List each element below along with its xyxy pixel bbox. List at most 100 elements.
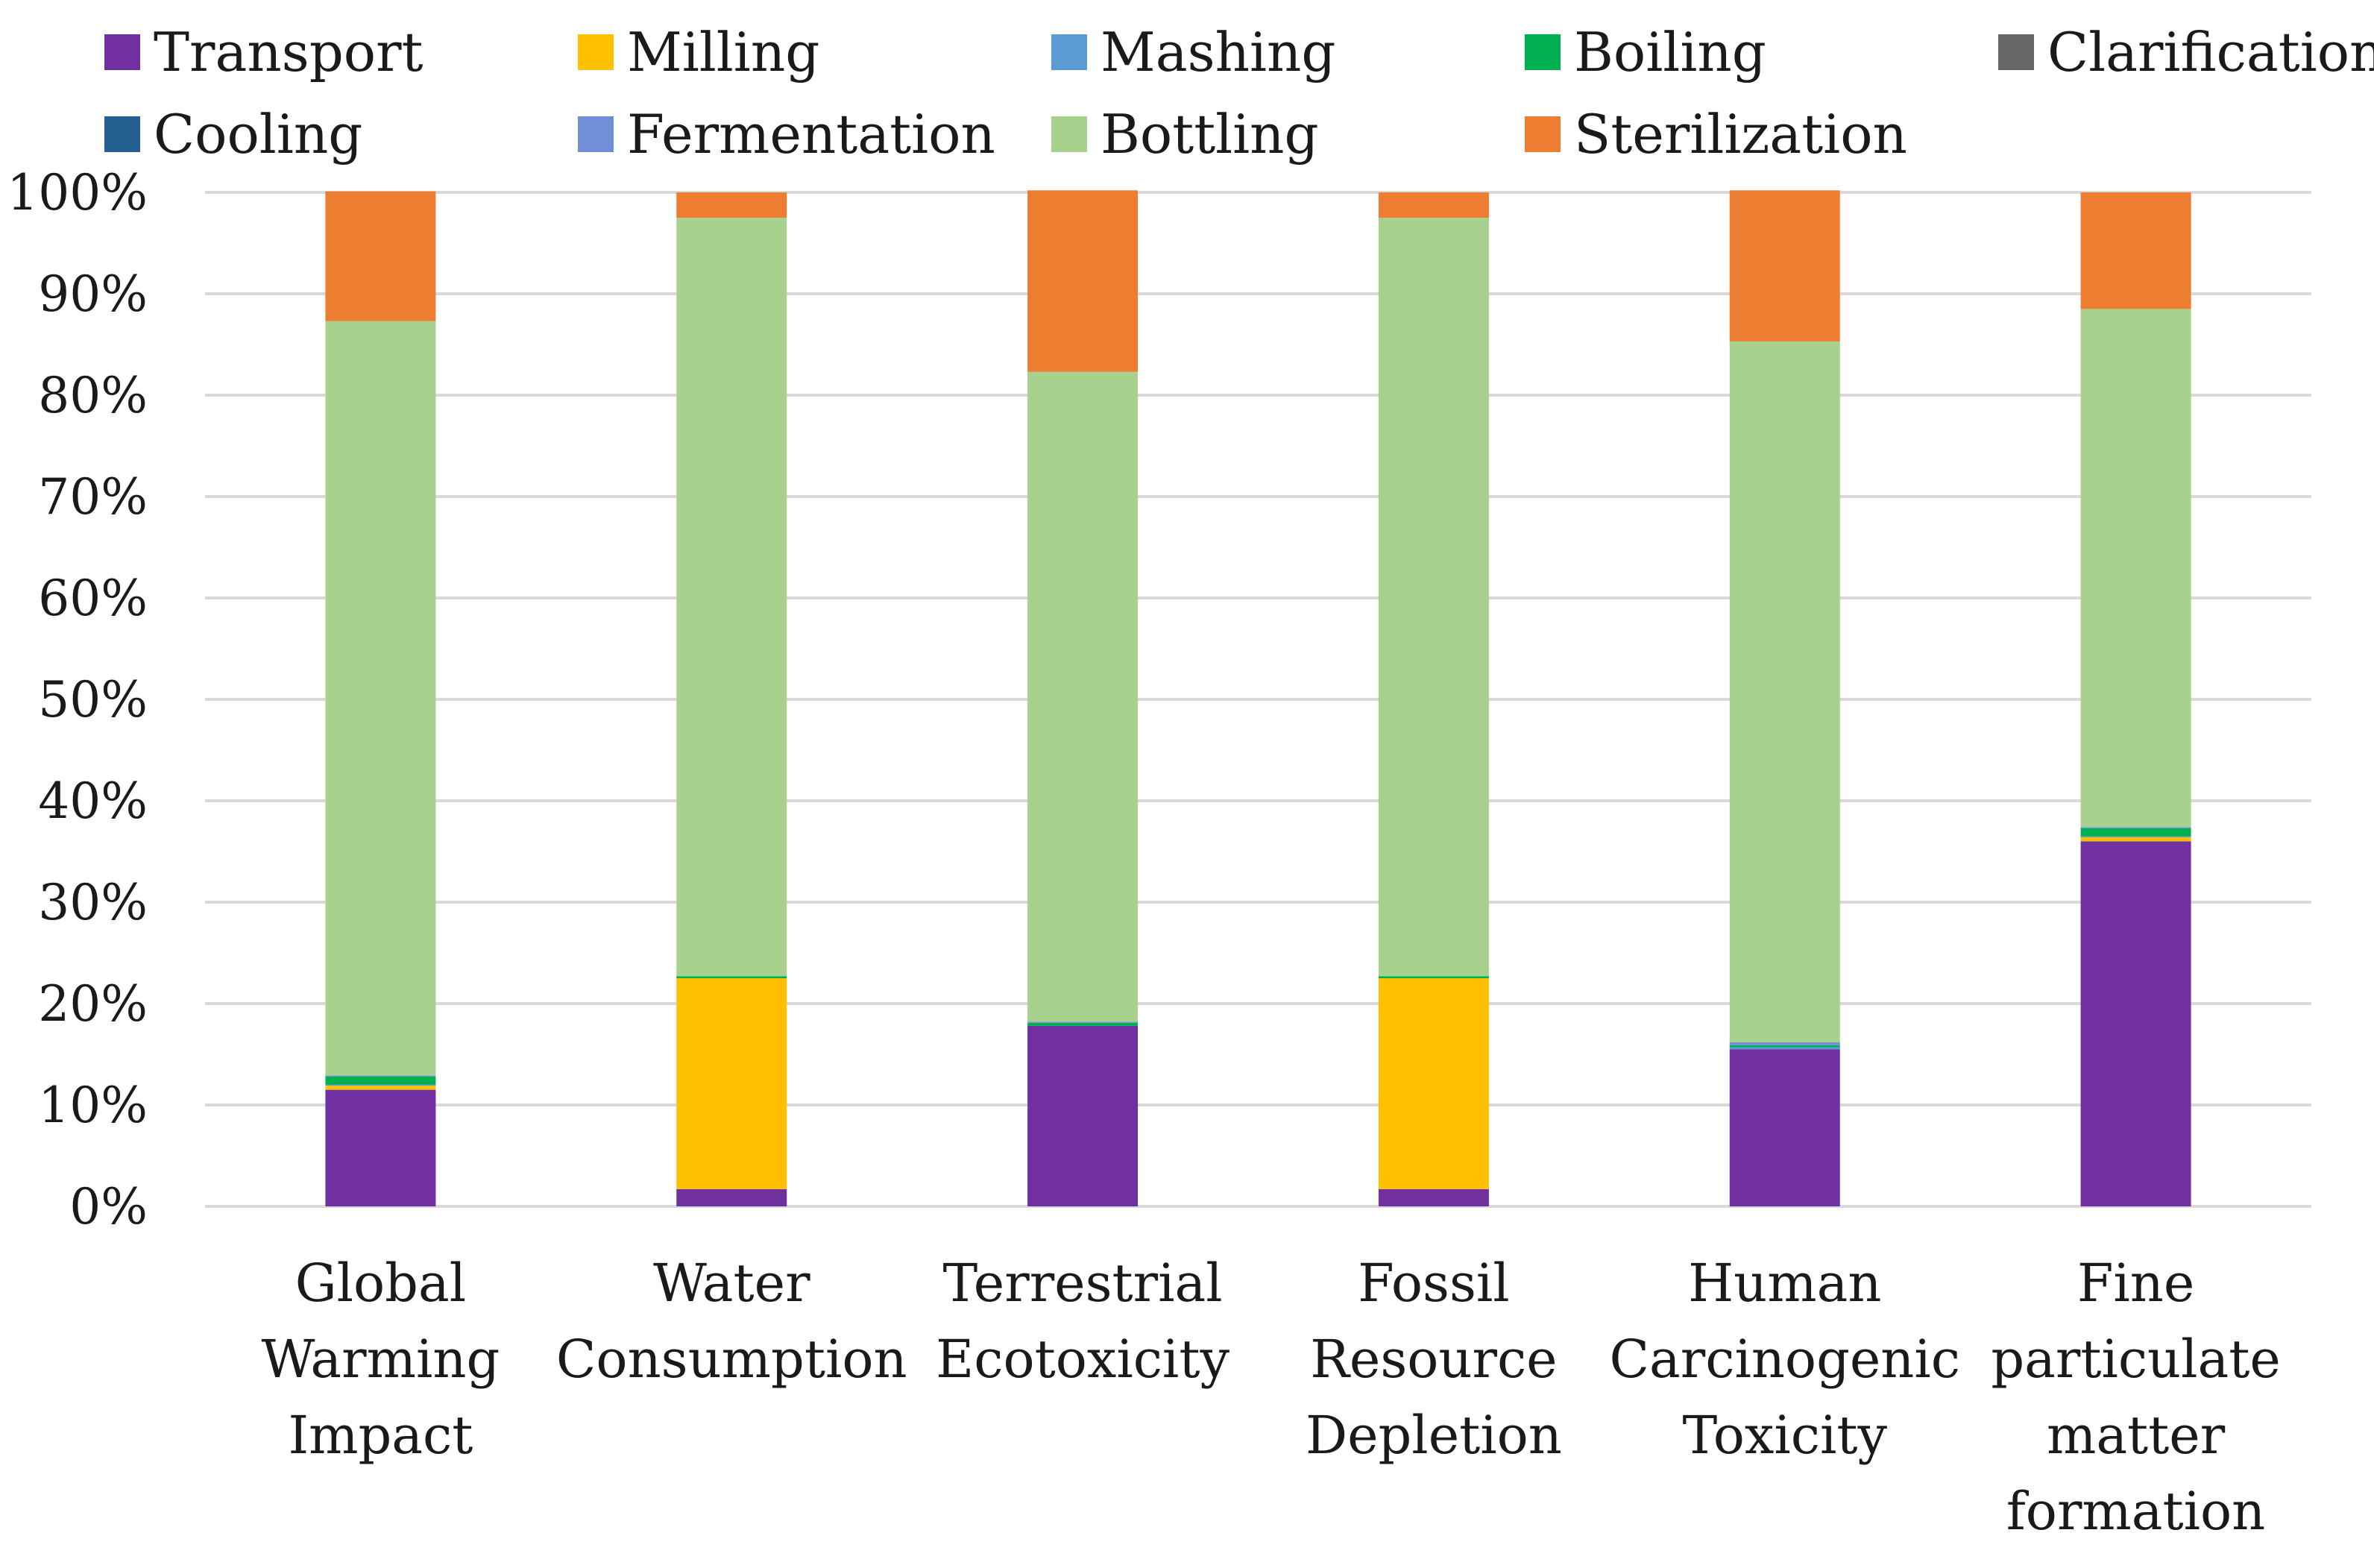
x-category-label-line: formation	[2006, 1481, 2265, 1542]
legend-swatch	[578, 116, 614, 152]
x-category-label-line: matter	[2047, 1405, 2226, 1466]
x-category-label: Global Warming Impact	[262, 1253, 500, 1466]
legend-item-fermentation: Fermentation	[578, 103, 995, 166]
bar-segment-sterilization	[1027, 190, 1139, 372]
legend-label: Milling	[627, 21, 819, 84]
bar-segment-fermentation	[325, 1075, 436, 1077]
bar-segment-sterilization	[676, 192, 787, 218]
y-tick-label: 50%	[38, 671, 148, 728]
bar-segment-boiling	[1729, 1045, 1840, 1048]
bar-segment-bottling	[1378, 218, 1489, 977]
bar-segment-boiling	[325, 1076, 436, 1085]
legend-swatch	[1051, 34, 1087, 70]
y-axis-tick-labels: 0% 10% 20% 30% 40% 50% 60% 70% 80% 90% 100%	[7, 164, 148, 1235]
legend-label: Transport	[154, 21, 424, 84]
legend-item-boiling: Boiling	[1525, 21, 1766, 84]
bar-stack	[325, 191, 436, 1206]
x-category-label-line: Impact	[288, 1405, 473, 1466]
bar-segment-bottling	[325, 321, 436, 1076]
legend-swatch	[1998, 34, 2034, 70]
x-category-label-line: Terrestrial	[943, 1253, 1223, 1314]
bar-segment-milling	[676, 978, 787, 1189]
legend-swatch	[1525, 34, 1561, 70]
bar-segment-fermentation	[1729, 1042, 1840, 1045]
y-tick-label: 30%	[38, 874, 148, 931]
legend-swatch	[104, 34, 140, 70]
bar-segment-sterilization	[1378, 192, 1489, 218]
legend-item-clarification: Clarification	[1998, 21, 2374, 84]
bar-segment-boiling	[2080, 828, 2191, 837]
bar-segment-milling	[325, 1086, 436, 1090]
bar-segment-transport	[1729, 1049, 1840, 1206]
x-category-label: Water Consumption	[556, 1253, 907, 1390]
bar-segment-milling	[2080, 837, 2191, 842]
y-tick-label: 20%	[38, 975, 148, 1033]
legend-label: Cooling	[154, 103, 362, 166]
legend-swatch	[104, 116, 140, 152]
x-category-label-line: Resource	[1310, 1329, 1557, 1390]
x-category-label-line: Fossil	[1358, 1253, 1510, 1314]
x-category-label-line: Ecotoxicity	[936, 1329, 1229, 1390]
y-tick-label: 10%	[38, 1077, 148, 1134]
legend-label: Clarification	[2047, 21, 2374, 84]
legend-label: Bottling	[1101, 103, 1319, 166]
x-axis-category-labels: Global Warming Impact Water Consumption Terre…	[262, 1253, 2281, 1542]
bar-segment-sterilization	[2080, 192, 2191, 309]
bar-segment-transport	[1378, 1188, 1489, 1206]
x-category-label-line: Consumption	[556, 1329, 907, 1390]
bar-segment-fermentation	[1027, 1021, 1139, 1023]
x-category-label: Fossil Resource Depletion	[1306, 1253, 1562, 1466]
bar-segment-bottling	[2080, 309, 2191, 828]
y-tick-label: 70%	[38, 468, 148, 526]
x-category-label: Terrestrial Ecotoxicity	[936, 1253, 1229, 1390]
legend-item-cooling: Cooling	[104, 103, 362, 166]
legend-label: Mashing	[1101, 21, 1335, 84]
legend-label: Sterilization	[1574, 103, 1907, 166]
y-tick-label: 80%	[38, 367, 148, 424]
x-category-label-line: particulate	[1991, 1329, 2281, 1390]
bar-stack	[1378, 192, 1489, 1206]
y-tick-label: 100%	[7, 164, 148, 221]
bar-segment-mashing	[1729, 1047, 1840, 1050]
bar-segment-transport	[2080, 841, 2191, 1206]
x-category-label: Human Carcinogenic Toxicity	[1610, 1253, 1960, 1466]
x-category-label-line: Carcinogenic	[1610, 1329, 1960, 1390]
y-tick-label: 90%	[38, 265, 148, 323]
bars	[325, 190, 2191, 1206]
bar-segment-transport	[676, 1188, 787, 1206]
bar-segment-transport	[325, 1089, 436, 1206]
bar-segment-transport	[1027, 1025, 1139, 1206]
bar-segment-mashing	[325, 1084, 436, 1086]
legend-swatch	[578, 34, 614, 70]
x-category-label-line: Warming	[262, 1329, 500, 1390]
legend-item-sterilization: Sterilization	[1525, 103, 1907, 166]
legend-label: Boiling	[1574, 21, 1766, 84]
bar-stack	[1027, 190, 1139, 1206]
legend-label: Fermentation	[627, 103, 995, 166]
bar-segment-boiling	[1027, 1022, 1139, 1026]
bar-segment-sterilization	[1729, 190, 1840, 341]
legend-item-transport: Transport	[104, 21, 424, 84]
bar-segment-bottling	[1027, 371, 1139, 1022]
x-category-label-line: Water	[653, 1253, 810, 1314]
bar-stack	[2080, 192, 2191, 1206]
legend-item-mashing: Mashing	[1051, 21, 1335, 84]
legend-swatch	[1051, 116, 1087, 152]
legend-item-bottling: Bottling	[1051, 103, 1319, 166]
bar-segment-fermentation	[2080, 827, 2191, 828]
y-tick-label: 0%	[69, 1178, 148, 1235]
bar-segment-milling	[1378, 978, 1489, 1189]
y-tick-label: 60%	[38, 570, 148, 627]
gridlines	[205, 191, 2311, 1208]
y-tick-label: 40%	[38, 772, 148, 830]
bar-segment-sterilization	[325, 191, 436, 321]
bar-stack	[676, 192, 787, 1206]
x-category-label-line: Global	[295, 1253, 466, 1314]
x-category-label: Fine particulate matter formation	[1991, 1253, 2281, 1542]
bar-segment-bottling	[676, 218, 787, 977]
bar-segment-boiling	[676, 976, 787, 978]
x-category-label-line: Fine	[2077, 1253, 2194, 1314]
legend-item-milling: Milling	[578, 21, 819, 84]
bar-segment-bottling	[1729, 341, 1840, 1042]
